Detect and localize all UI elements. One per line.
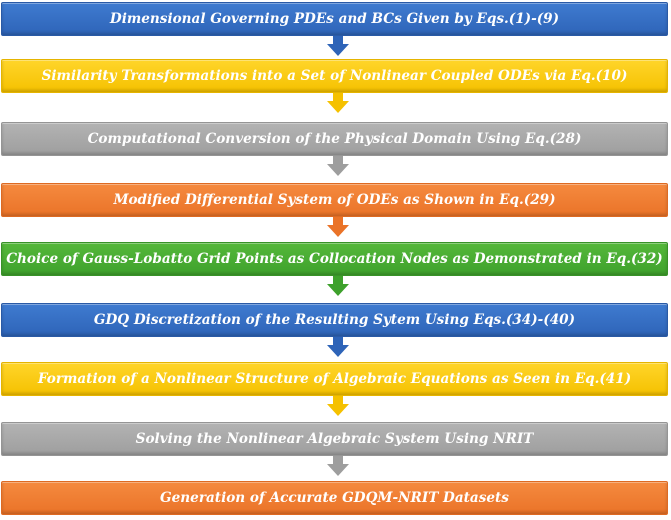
step-5-box: Choice of Gauss-Lobatto Grid Points as C… [1,242,668,276]
arrow-down-icon [327,217,349,237]
step-7-label: Formation of a Nonlinear Structure of Al… [37,371,632,387]
arrow-down-icon [327,456,349,476]
step-3-box: Computational Conversion of the Physical… [1,122,668,156]
step-2-label: Similarity Transformations into a Set of… [41,68,628,84]
step-2-box: Similarity Transformations into a Set of… [1,59,668,93]
arrow-down-icon [327,93,349,113]
step-6-label: GDQ Discretization of the Resulting Syte… [93,312,576,328]
step-4-label: Modified Differential System of ODEs as … [113,192,556,208]
step-4-box: Modified Differential System of ODEs as … [1,183,668,217]
arrow-down-icon [327,337,349,357]
arrow-down-icon [327,276,349,296]
arrow-down-icon [327,36,349,56]
step-9-label: Generation of Accurate GDQM-NRIT Dataset… [160,490,509,506]
step-3-label: Computational Conversion of the Physical… [87,131,582,147]
step-1-label: Dimensional Governing PDEs and BCs Given… [109,11,560,27]
step-8-label: Solving the Nonlinear Algebraic System U… [135,431,534,447]
step-7-box: Formation of a Nonlinear Structure of Al… [1,362,668,396]
step-6-box: GDQ Discretization of the Resulting Syte… [1,303,668,337]
step-8-box: Solving the Nonlinear Algebraic System U… [1,422,668,456]
step-1-box: Dimensional Governing PDEs and BCs Given… [1,2,668,36]
step-9-box: Generation of Accurate GDQM-NRIT Dataset… [1,481,668,515]
step-5-label: Choice of Gauss-Lobatto Grid Points as C… [6,251,663,267]
arrow-down-icon [327,156,349,176]
arrow-down-icon [327,396,349,416]
